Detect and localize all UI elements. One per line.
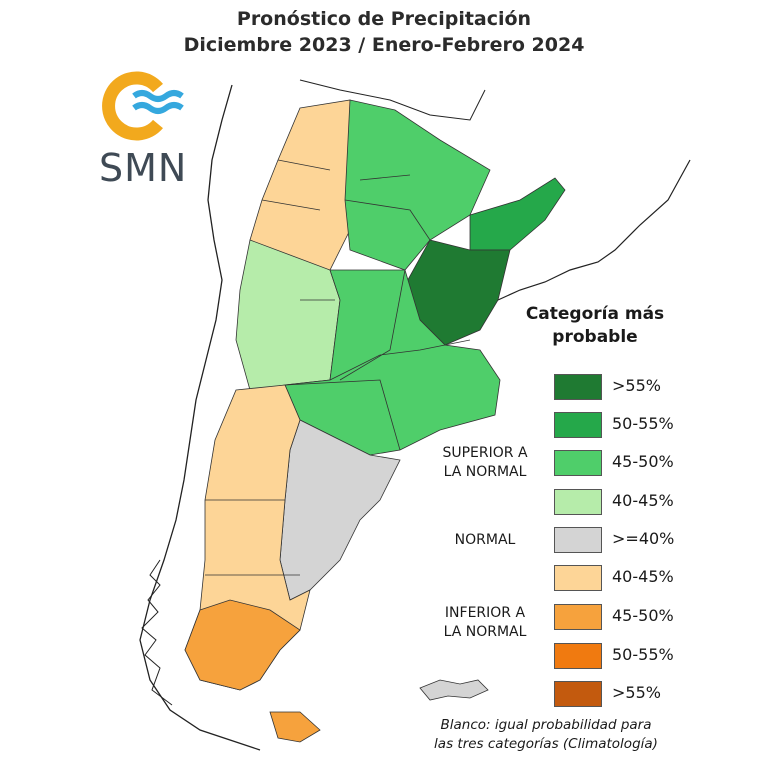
legend-label: 50-55% [612, 414, 674, 433]
legend-swatch [554, 374, 602, 400]
logo-wave-icon [132, 102, 184, 114]
region-central [284, 269, 501, 456]
logo-wave-icon [132, 90, 184, 102]
legend-group-inferior-line2: LA NORMAL [443, 624, 527, 640]
logo-ring-icon [102, 71, 163, 141]
legend-title: Categoría más probable [500, 303, 690, 349]
region-northeast [344, 99, 491, 271]
legend-group-superior-line2: LA NORMAL [443, 464, 527, 480]
footnote-line2: las tres categorías (Climatología) [434, 736, 658, 752]
legend-label: >55% [612, 683, 661, 702]
uruguay-coastline [497, 159, 691, 301]
legend-group-inferior: INFERIOR A LA NORMAL [426, 604, 544, 642]
legend-swatch [554, 412, 602, 438]
region-south [184, 599, 301, 691]
smn-logo [102, 71, 184, 141]
legend-swatch [554, 489, 602, 515]
footnote: Blanco: igual probabilidad para las tres… [396, 716, 696, 754]
legend-group-normal: NORMAL [454, 532, 516, 548]
region-northwest [249, 99, 361, 271]
map-title-line2: Diciembre 2023 / Enero-Febrero 2024 [183, 34, 585, 56]
footnote-line1: Blanco: igual probabilidad para [440, 717, 652, 733]
legend-group-superior: SUPERIOR A LA NORMAL [426, 444, 544, 482]
legend-swatch [554, 565, 602, 591]
province-border [205, 159, 471, 576]
legend-title-line2: probable [552, 327, 638, 347]
legend-label: 45-50% [612, 606, 674, 625]
legend-swatch [554, 450, 602, 476]
legend-label: 50-55% [612, 645, 674, 664]
malvinas-islands [419, 679, 489, 701]
logo-text: SMN [99, 146, 188, 190]
chile-islands [141, 559, 173, 706]
bolivia-border [299, 79, 486, 121]
legend-group-inferior-line1: INFERIOR A [444, 605, 526, 621]
legend-label: 40-45% [612, 567, 674, 586]
legend-group-superior-line1: SUPERIOR A [442, 445, 528, 461]
legend-swatch [554, 643, 602, 669]
legend-label: 40-45% [612, 491, 674, 510]
legend-label: >=40% [612, 529, 675, 548]
region-tierra-del-fuego [269, 711, 321, 743]
region-misiones [469, 177, 566, 251]
map-title-line1: Pronóstico de Precipitación [236, 8, 532, 30]
legend-swatch [554, 681, 602, 707]
legend-swatch [554, 604, 602, 630]
legend-swatch [554, 527, 602, 553]
legend-label: >55% [612, 376, 661, 395]
legend-label: 45-50% [612, 452, 674, 471]
chile-coastline [139, 84, 261, 751]
legend-title-line1: Categoría más [525, 304, 665, 324]
